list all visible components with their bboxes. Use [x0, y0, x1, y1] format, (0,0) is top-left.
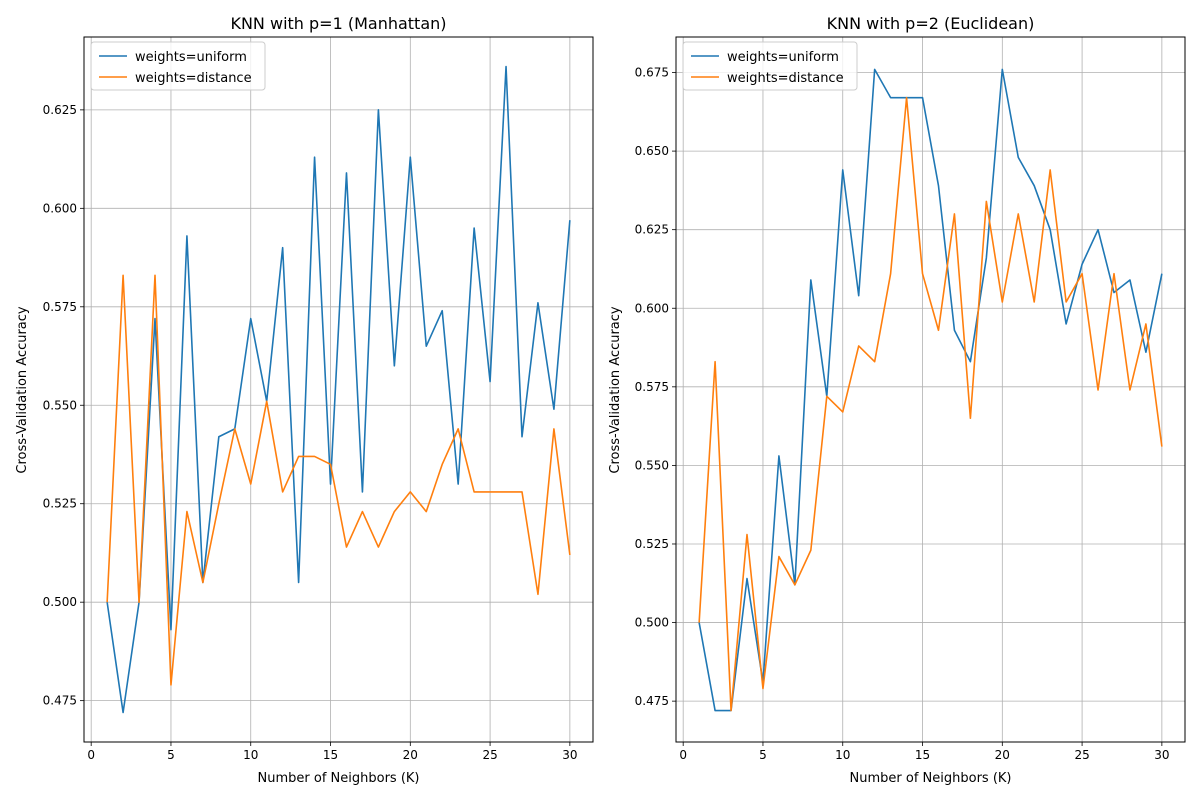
y-axis-label: Cross-Validation Accuracy [608, 306, 623, 474]
y-tick-label: 0.550 [43, 398, 77, 412]
legend-label-uniform: weights=uniform [135, 50, 247, 65]
series-lines [698, 68, 1163, 712]
y-tick-label: 0.500 [635, 616, 669, 630]
x-tick-label: 0 [87, 748, 95, 762]
x-ticks: 0 5 10 15 20 25 30 [679, 742, 1170, 762]
series-lines [106, 65, 571, 714]
y-tick-label: 0.625 [43, 103, 77, 117]
y-tick-label: 0.575 [635, 380, 669, 394]
x-tick-label: 30 [1154, 748, 1169, 762]
y-tick-label: 0.650 [635, 144, 669, 158]
subplot-manhattan: KNN with p=1 (Manhattan) 0 5 10 15 20 25 30 0.… [15, 14, 594, 786]
x-tick-label: 20 [403, 748, 418, 762]
legend-box [90, 41, 266, 91]
legend-label-distance: weights=distance [727, 71, 844, 86]
x-tick-label: 5 [167, 748, 175, 762]
y-tick-label: 0.475 [43, 694, 77, 708]
x-axis-label: Number of Neighbors (K) [850, 771, 1012, 786]
y-tick-label: 0.600 [43, 201, 77, 215]
x-axis-label: Number of Neighbors (K) [258, 771, 420, 786]
y-tick-label: 0.675 [635, 66, 669, 80]
legend-label-distance: weights=distance [135, 71, 252, 86]
x-tick-label: 30 [562, 748, 577, 762]
y-tick-label: 0.525 [635, 537, 669, 551]
x-tick-label: 25 [1074, 748, 1089, 762]
y-ticks: 0.475 0.500 0.525 0.550 0.575 0.600 0.625 [43, 103, 84, 708]
y-tick-label: 0.600 [635, 301, 669, 315]
series-line-distance [698, 96, 1163, 712]
subplot-euclidean: KNN with p=2 (Euclidean) 0 5 10 15 20 25 30 0.… [608, 14, 1186, 786]
legend: weights=uniform weights=distance [682, 41, 858, 91]
legend-label-uniform: weights=uniform [727, 50, 839, 65]
chart-title: KNN with p=1 (Manhattan) [230, 14, 446, 33]
chart-title: KNN with p=2 (Euclidean) [827, 14, 1035, 33]
x-tick-label: 10 [243, 748, 258, 762]
series-line-distance [106, 274, 571, 686]
series-line-uniform [106, 65, 571, 714]
series-line-uniform [698, 68, 1163, 712]
x-tick-label: 20 [995, 748, 1010, 762]
plot-frame [675, 36, 1186, 743]
x-tick-label: 25 [482, 748, 497, 762]
y-tick-label: 0.575 [43, 300, 77, 314]
legend: weights=uniform weights=distance [90, 41, 266, 91]
y-tick-label: 0.500 [43, 595, 77, 609]
x-tick-label: 0 [679, 748, 687, 762]
legend-box [682, 41, 858, 91]
x-tick-label: 5 [759, 748, 767, 762]
x-ticks: 0 5 10 15 20 25 30 [87, 742, 578, 762]
x-tick-label: 10 [835, 748, 850, 762]
x-tick-label: 15 [915, 748, 930, 762]
grid-lines [676, 37, 1185, 742]
y-axis-label: Cross-Validation Accuracy [15, 306, 30, 474]
y-tick-label: 0.475 [635, 694, 669, 708]
plot-frame [83, 36, 594, 743]
y-tick-label: 0.625 [635, 223, 669, 237]
y-tick-label: 0.550 [635, 458, 669, 472]
y-tick-label: 0.525 [43, 497, 77, 511]
x-tick-label: 15 [323, 748, 338, 762]
y-ticks: 0.475 0.500 0.525 0.550 0.575 0.600 0.625 0.650… [635, 66, 676, 708]
